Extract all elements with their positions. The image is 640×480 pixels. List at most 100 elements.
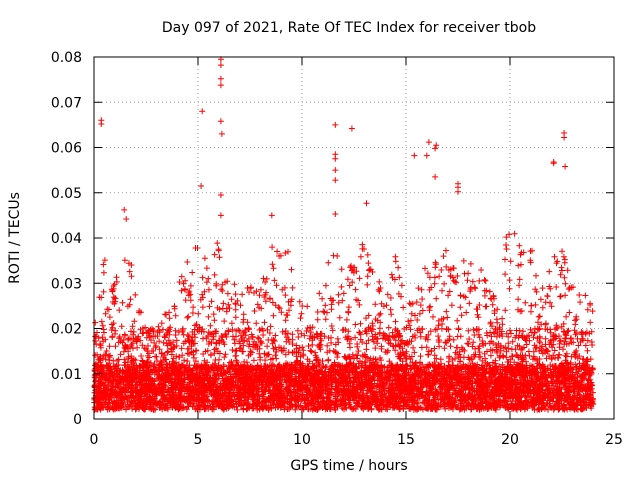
data-point: [319, 295, 326, 302]
data-point: [464, 277, 471, 284]
data-point: [539, 285, 546, 292]
data-point: [339, 297, 346, 304]
data-point: [271, 277, 278, 284]
data-point: [264, 343, 271, 350]
data-point: [486, 288, 493, 295]
data-point: [522, 299, 529, 306]
data-point: [199, 274, 206, 281]
data-point: [556, 333, 562, 340]
data-point: [216, 254, 223, 261]
data-point: [388, 271, 395, 278]
data-point: [334, 335, 341, 342]
data-point: [250, 357, 257, 364]
data-point: [483, 303, 490, 310]
data-point: [281, 284, 288, 291]
data-point: [232, 291, 239, 298]
data-point: [343, 316, 350, 323]
data-point: [186, 345, 192, 352]
data-point: [356, 275, 363, 282]
data-point: [419, 296, 426, 302]
data-point: [528, 308, 534, 315]
data-point: [542, 335, 549, 342]
data-point: [460, 257, 467, 264]
data-point: [385, 324, 392, 331]
data-point: [436, 343, 443, 350]
data-point: [267, 323, 274, 330]
data-point: [328, 323, 335, 329]
data-point: [344, 276, 351, 283]
data-point: [156, 338, 163, 345]
data-point: [253, 320, 260, 327]
data-point: [126, 268, 133, 275]
data-point: [184, 314, 191, 321]
data-point: [518, 261, 524, 268]
data-point: [505, 333, 512, 340]
data-point: [269, 244, 276, 251]
data-point: [440, 315, 447, 322]
data-point: [561, 274, 568, 281]
data-point: [335, 291, 342, 298]
data-point: [101, 352, 107, 359]
data-point: [216, 356, 222, 363]
data-point: [372, 301, 379, 308]
data-point: [512, 346, 519, 353]
data-point: [561, 259, 568, 266]
data-point: [535, 326, 542, 333]
data-point: [444, 314, 451, 321]
y-axis-label: ROTI / TECUs: [7, 192, 23, 284]
data-point: [222, 330, 229, 337]
data-point: [430, 313, 436, 320]
data-point: [565, 327, 572, 334]
data-point: [98, 294, 105, 301]
data-point: [278, 309, 285, 316]
data-point: [503, 348, 510, 355]
data-point: [132, 291, 139, 298]
data-point: [165, 337, 172, 344]
data-point: [307, 347, 314, 354]
data-point: [383, 302, 390, 309]
data-point: [580, 355, 587, 362]
data-point: [160, 339, 167, 346]
data-point: [356, 301, 363, 308]
data-point: [203, 265, 210, 272]
data-point: [398, 282, 405, 289]
data-point: [515, 296, 522, 303]
data-point: [477, 353, 484, 360]
data-point: [376, 325, 383, 332]
data-point: [335, 391, 342, 397]
data-point: [187, 282, 194, 289]
data-point: [407, 317, 414, 324]
data-point: [195, 310, 202, 317]
data-point: [470, 326, 477, 333]
data-point: [297, 315, 304, 322]
data-point: [325, 259, 332, 266]
data-point: [226, 305, 233, 312]
data-point: [228, 320, 235, 327]
data-point: [334, 253, 341, 259]
data-point: [476, 277, 483, 284]
data-point: [172, 312, 179, 319]
data-point: [326, 347, 333, 354]
data-point: [364, 251, 371, 258]
data-point: [499, 361, 506, 368]
data-point: [537, 296, 544, 303]
data-point: [516, 242, 523, 249]
data-point: [128, 273, 135, 280]
data-point: [328, 339, 335, 346]
data-point: [503, 242, 509, 248]
data-point: [387, 295, 394, 301]
data-point: [257, 286, 264, 293]
data-point: [454, 317, 461, 324]
data-point: [251, 308, 258, 314]
data-point: [377, 355, 383, 361]
data-point: [506, 231, 513, 238]
data-point: [488, 333, 495, 340]
data-point: [97, 341, 103, 347]
data-point: [138, 353, 145, 359]
data-point: [461, 270, 468, 277]
data-point: [316, 290, 323, 297]
data-point: [408, 338, 415, 345]
data-point: [384, 291, 391, 298]
data-point: [413, 299, 420, 306]
data-point: [119, 299, 126, 306]
